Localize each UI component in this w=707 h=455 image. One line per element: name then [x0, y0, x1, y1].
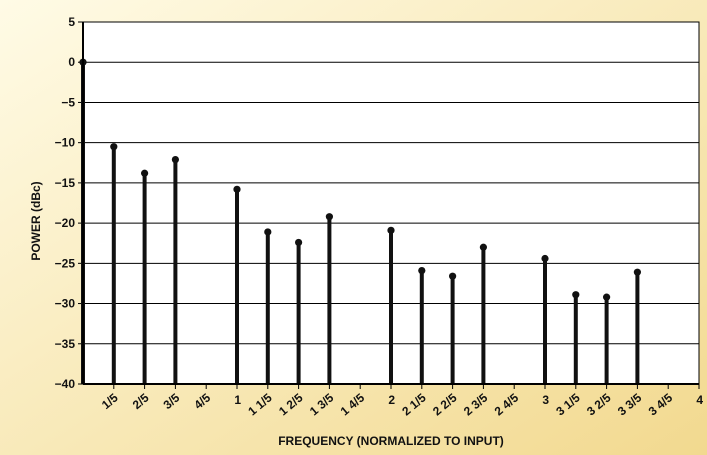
x-tick-label: 3 — [542, 393, 549, 407]
stem-marker — [110, 143, 118, 151]
x-tick-label: 4 — [696, 393, 703, 407]
y-tick-label: −35 — [55, 337, 76, 351]
x-tick-label: 1 — [234, 393, 241, 407]
stem-marker — [603, 293, 611, 301]
stem-marker — [572, 291, 580, 299]
stem-point — [387, 226, 395, 384]
y-axis-title: POWER (dBc) — [29, 181, 43, 260]
stem-point — [110, 143, 118, 384]
stem-marker — [264, 228, 272, 236]
stem-marker — [633, 268, 642, 276]
stem-point — [233, 185, 241, 384]
stem-marker — [387, 226, 395, 234]
stem-point — [418, 266, 426, 384]
y-axis-ticks: 5 0 −5 −10 −15 −20 −25 −30 −35 −40 — [55, 15, 83, 391]
stem-point — [541, 254, 549, 384]
stem-marker — [171, 155, 179, 164]
stem-point — [141, 169, 149, 384]
stem-marker — [325, 213, 333, 221]
stem-point — [633, 268, 642, 384]
stem-marker — [418, 266, 426, 275]
y-tick-label: −20 — [55, 216, 76, 230]
stem-point — [572, 291, 580, 384]
y-tick-label: −5 — [61, 95, 75, 109]
stem-marker — [233, 185, 241, 193]
stem-point — [603, 293, 611, 384]
y-tick-label: −25 — [55, 256, 76, 270]
y-tick-label: 5 — [68, 15, 75, 29]
stem-marker — [479, 243, 487, 251]
stem-marker — [141, 169, 149, 177]
stem-point — [325, 213, 333, 384]
stem-point — [171, 155, 179, 384]
stem-marker — [541, 254, 549, 263]
stem-point — [264, 228, 272, 384]
y-tick-label: 0 — [68, 55, 75, 69]
y-tick-label: −15 — [55, 176, 76, 190]
y-tick-label: −40 — [55, 377, 76, 391]
stem-marker — [295, 238, 303, 247]
x-axis-title: FREQUENCY (NORMALIZED TO INPUT) — [278, 434, 504, 448]
x-tick-label: 2 — [388, 393, 395, 407]
stem-point — [295, 238, 303, 384]
stem-point — [449, 272, 457, 384]
y-tick-label: −10 — [55, 136, 76, 150]
y-tick-label: −30 — [55, 297, 76, 311]
data-stems — [79, 58, 642, 384]
stem-marker — [449, 272, 457, 280]
stem-point — [479, 243, 487, 384]
